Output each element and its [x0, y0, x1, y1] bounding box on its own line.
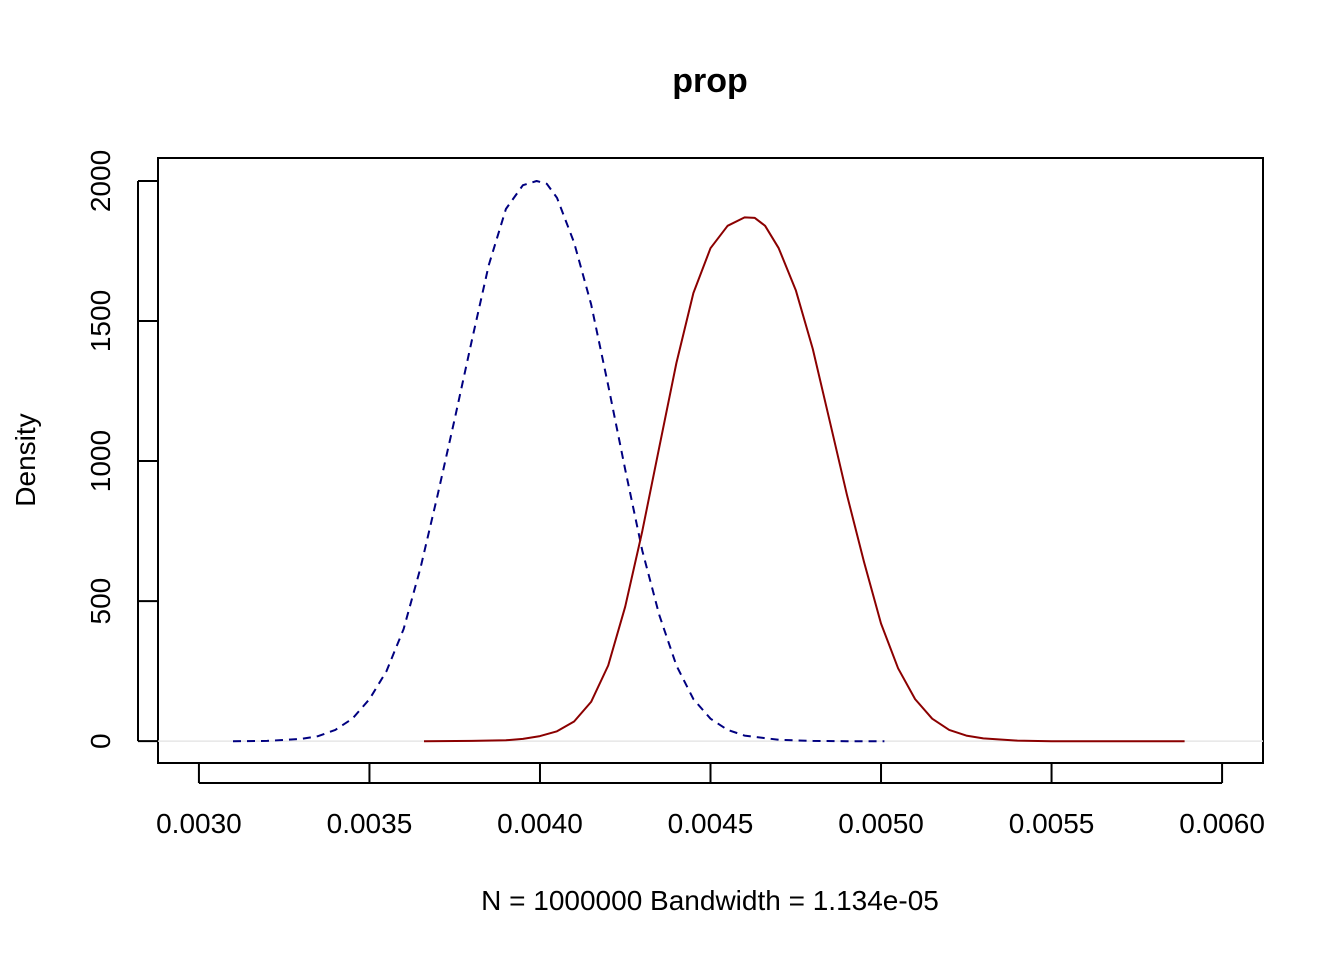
plot-area	[157, 157, 1264, 764]
x-tick-label: 0.0030	[156, 808, 242, 839]
y-tick-label: 0	[85, 733, 116, 749]
x-axis: 0.0030 0.0035 0.0040 0.0045 0.0050 0.0055 0.00…	[156, 764, 1265, 839]
x-tick-label: 0.0035	[327, 808, 413, 839]
plot-frame	[157, 157, 1264, 764]
y-tick-label: 1000	[85, 430, 116, 492]
x-tick-label: 0.0045	[668, 808, 754, 839]
density-curve-2	[423, 216, 1185, 743]
x-tick-label: 0.0050	[838, 808, 924, 839]
density-curve-1	[232, 180, 885, 743]
x-tick-label: 0.0040	[497, 808, 583, 839]
x-tick-label: 0.0055	[1009, 808, 1095, 839]
x-tick-label: 0.0060	[1179, 808, 1265, 839]
y-tick-label: 500	[85, 578, 116, 625]
chart-title: prop	[672, 62, 748, 100]
y-axis: 0 500 1000 1500 2000	[85, 150, 157, 749]
y-axis-label: Density	[10, 413, 41, 506]
y-tick-label: 1500	[85, 290, 116, 352]
x-axis-label: N = 1000000 Bandwidth = 1.134e-05	[481, 885, 939, 916]
y-tick-label: 2000	[85, 150, 116, 212]
